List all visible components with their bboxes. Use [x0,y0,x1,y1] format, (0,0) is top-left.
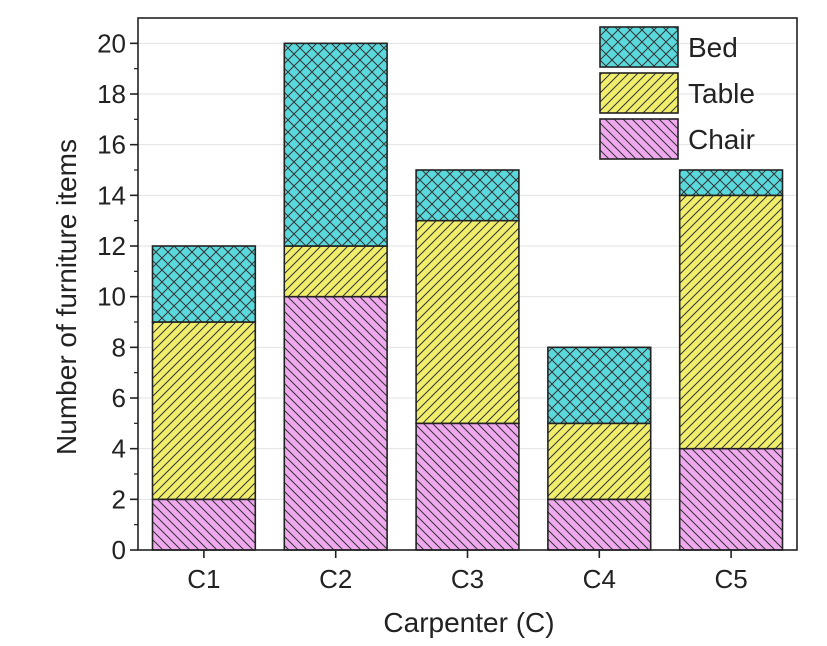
bar-bed-c5 [678,169,784,197]
y-tick-label: 10 [97,282,126,312]
legend-label: Chair [688,124,755,155]
bar-chair-c2 [283,295,388,551]
x-axis-title: Carpenter (C) [383,607,554,638]
bar-table-c4 [547,422,652,501]
x-axis-ticks: C1 C2 C3 C4 C5 [187,550,748,594]
y-tick-label: 4 [112,434,126,464]
legend-item-chair: Chair [599,118,755,160]
x-tick-label-c3: C3 [451,564,484,594]
y-tick-label: 16 [97,130,126,160]
legend-item-bed: Bed [599,26,738,68]
bar-table-c5 [678,194,784,450]
x-tick-label-c4: C4 [583,564,616,594]
legend-swatch [599,26,679,68]
y-axis-title: Number of furniture items [51,139,82,455]
bar-bed-c2 [283,42,388,247]
legend: Bed Table Chair [599,26,755,160]
y-tick-label: 12 [97,231,126,261]
x-tick-label-c1: C1 [187,564,220,594]
bar-bed-c4 [547,346,652,425]
y-tick-label: 14 [97,180,126,210]
bar-chair-c5 [678,447,784,551]
y-tick-label: 8 [112,332,126,362]
bars [151,42,784,551]
legend-item-table: Table [599,72,755,114]
y-axis-ticks: 0 2 4 6 8 10 12 14 16 18 20 [97,28,138,565]
bar-chair-c4 [547,498,652,551]
legend-swatch [599,72,679,114]
legend-swatch [599,118,679,160]
bar-table-c2 [283,245,388,298]
x-tick-label-c2: C2 [319,564,352,594]
y-tick-label: 18 [97,79,126,109]
bar-bed-c1 [151,245,257,323]
bar-chair-c3 [415,422,520,551]
bar-table-c1 [151,321,257,501]
legend-label: Table [688,78,755,109]
y-tick-label: 6 [112,383,126,413]
y-tick-label: 2 [112,484,126,514]
legend-label: Bed [688,32,738,63]
x-tick-label-c5: C5 [714,564,747,594]
y-tick-label: 0 [112,535,126,565]
bar-table-c3 [415,219,520,425]
y-tick-label: 20 [97,28,126,58]
bar-bed-c3 [415,169,520,222]
bar-chair-c1 [151,498,257,551]
